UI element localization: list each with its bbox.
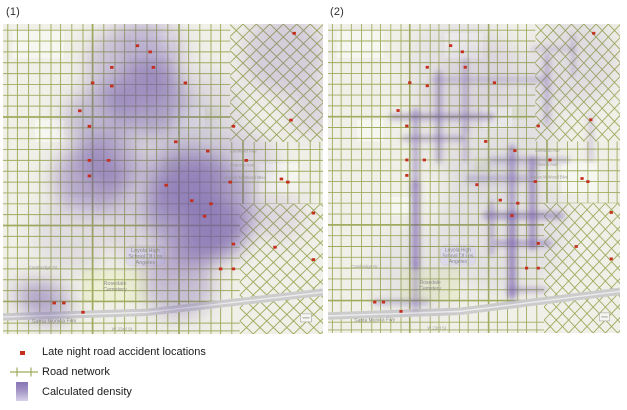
svg-text:Leeward Ave: Leeward Ave xyxy=(535,148,560,153)
panel-2-label: (2) xyxy=(330,6,345,18)
density-swatch-symbol xyxy=(16,382,28,401)
svg-text:Santa Monica Fwy: Santa Monica Fwy xyxy=(354,317,395,324)
svg-text:W 23rd St: W 23rd St xyxy=(112,326,133,331)
accident-points xyxy=(52,31,316,314)
accident-point-symbol xyxy=(20,351,25,355)
map-scale-icon xyxy=(300,313,312,323)
svg-text:Cambridge Dr: Cambridge Dr xyxy=(29,265,58,270)
map-panel-1-planar-density: Loyola High School Of Los Angeles Rosedale C… xyxy=(3,24,323,334)
legend-label-accidents: Late night road accident locations xyxy=(42,346,206,358)
map-scale-icon xyxy=(599,312,610,322)
legend-label-density: Calculated density xyxy=(42,386,132,398)
svg-text:James M Wood Blvd: James M Wood Blvd xyxy=(224,175,267,180)
svg-text:Francis Ave: Francis Ave xyxy=(535,162,558,167)
svg-text:Santa Monica Fwy: Santa Monica Fwy xyxy=(32,318,77,325)
panel-1-label: (1) xyxy=(6,6,21,18)
svg-text:Francis Ave: Francis Ave xyxy=(230,163,255,168)
accident-points xyxy=(373,31,613,313)
svg-text:W 23rd St: W 23rd St xyxy=(427,325,447,330)
svg-text:Leeward Ave: Leeward Ave xyxy=(230,149,257,154)
svg-text:Cambridge Dr: Cambridge Dr xyxy=(351,264,378,269)
svg-text:James M Wood Blvd: James M Wood Blvd xyxy=(529,174,568,179)
legend-label-road-network: Road network xyxy=(42,366,110,378)
map-panel-2-network-density: Loyola High School Of Los Angeles Rosedale C… xyxy=(328,24,620,333)
road-network-symbol xyxy=(10,367,38,377)
